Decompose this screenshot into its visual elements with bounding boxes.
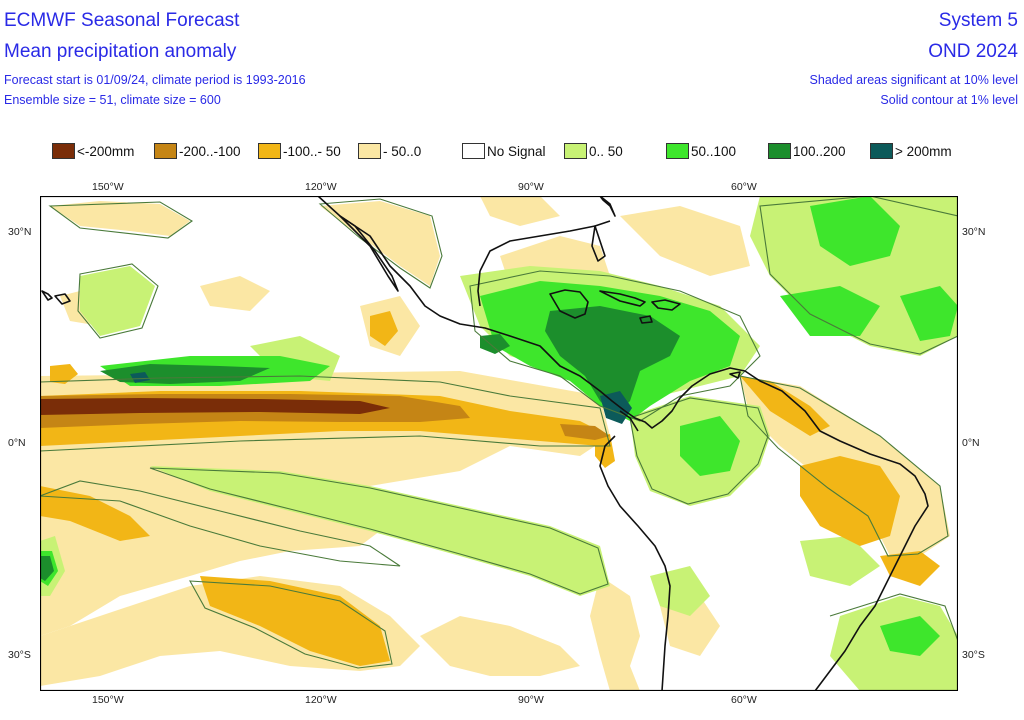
lon-tick-top: 120°W bbox=[305, 181, 337, 193]
legend-item: - 50..0 bbox=[358, 140, 421, 162]
lat-tick-right: 30°S bbox=[962, 649, 985, 661]
wet-strong-regions bbox=[40, 306, 680, 581]
legend-item: 0.. 50 bbox=[564, 140, 623, 162]
lon-tick-top: 150°W bbox=[92, 181, 124, 193]
legend-item: <-200mm bbox=[52, 140, 134, 162]
legend-label: <-200mm bbox=[77, 143, 135, 159]
legend-item: -100..- 50 bbox=[258, 140, 341, 162]
legend-label: 50..100 bbox=[691, 143, 737, 159]
period-label: OND 2024 bbox=[928, 41, 1018, 62]
legend-item: 100..200 bbox=[768, 140, 846, 162]
legend-swatch bbox=[666, 143, 689, 159]
legend-label: -100..- 50 bbox=[283, 143, 341, 159]
wet-extreme-regions bbox=[130, 372, 632, 424]
legend-label: -200..-100 bbox=[179, 143, 241, 159]
legend-swatch bbox=[462, 143, 485, 159]
chart-title: ECMWF Seasonal Forecast bbox=[4, 10, 240, 31]
chart-subtitle: Mean precipitation anomaly bbox=[4, 41, 237, 62]
lat-tick-left: 30°S bbox=[8, 649, 31, 661]
anomaly-field bbox=[40, 196, 958, 691]
legend-label: - 50..0 bbox=[383, 143, 422, 159]
system-label: System 5 bbox=[938, 10, 1018, 31]
legend-label: > 200mm bbox=[895, 143, 952, 159]
map-frame bbox=[40, 196, 958, 691]
lon-tick-bottom: 120°W bbox=[305, 694, 337, 706]
contour-note: Solid contour at 1% level bbox=[880, 93, 1018, 107]
dry-extreme-regions bbox=[40, 398, 390, 415]
legend-swatch bbox=[564, 143, 587, 159]
lon-tick-top: 60°W bbox=[731, 181, 757, 193]
ensemble-info: Ensemble size = 51, climate size = 600 bbox=[4, 93, 221, 107]
precipitation-anomaly-map bbox=[40, 196, 958, 691]
lat-tick-right: 30°N bbox=[962, 226, 986, 238]
legend-item: 50..100 bbox=[666, 140, 736, 162]
lon-tick-top: 90°W bbox=[518, 181, 544, 193]
legend-label: 0.. 50 bbox=[589, 143, 623, 159]
lon-tick-bottom: 90°W bbox=[518, 694, 544, 706]
legend-swatch bbox=[358, 143, 381, 159]
legend-label: No Signal bbox=[487, 143, 546, 159]
legend-swatch bbox=[768, 143, 791, 159]
lon-tick-bottom: 60°W bbox=[731, 694, 757, 706]
forecast-info: Forecast start is 01/09/24, climate peri… bbox=[4, 73, 306, 87]
legend-item: -200..-100 bbox=[154, 140, 241, 162]
legend-item: > 200mm bbox=[870, 140, 952, 162]
significance-note: Shaded areas significant at 10% level bbox=[809, 73, 1018, 87]
significance-contours bbox=[40, 196, 958, 669]
lon-tick-bottom: 150°W bbox=[92, 694, 124, 706]
legend-label: 100..200 bbox=[793, 143, 846, 159]
legend-swatch bbox=[154, 143, 177, 159]
lat-tick-left: 30°N bbox=[8, 226, 32, 238]
legend-swatch bbox=[258, 143, 281, 159]
legend-swatch bbox=[870, 143, 893, 159]
lat-tick-right: 0°N bbox=[962, 437, 980, 449]
lat-tick-left: 0°N bbox=[8, 437, 26, 449]
legend-swatch bbox=[52, 143, 75, 159]
coastlines bbox=[41, 196, 929, 691]
legend-item: No Signal bbox=[462, 140, 546, 162]
